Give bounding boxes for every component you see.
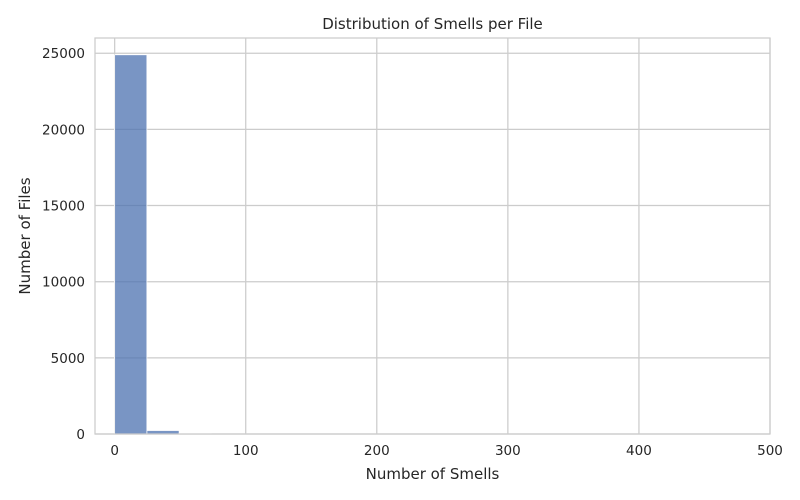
y-tick-label-3: 15000 (42, 199, 85, 215)
plot-frame (94, 37, 771, 435)
histogram-bar-0 (114, 54, 148, 435)
y-tick-label-0: 0 (76, 427, 85, 443)
y-tick-labels: 0 5000 10000 15000 20000 25000 (42, 46, 85, 443)
y-tick-label-4: 20000 (42, 122, 85, 138)
x-tick-label-1: 100 (233, 443, 259, 459)
y-tick-label-5: 25000 (42, 46, 85, 62)
y-axis-title: Number of Files (16, 177, 34, 294)
x-tick-label-5: 500 (757, 443, 783, 459)
x-tick-labels: 0 100 200 300 400 500 (110, 443, 783, 459)
x-tick-label-3: 300 (495, 443, 521, 459)
y-tick-label-2: 10000 (42, 275, 85, 291)
x-tick-label-0: 0 (110, 443, 119, 459)
x-axis-title: Number of Smells (366, 465, 500, 483)
plot-background (95, 38, 770, 434)
y-tick-label-1: 5000 (51, 351, 85, 367)
chart-title: Distribution of Smells per File (322, 15, 543, 33)
x-tick-label-2: 200 (364, 443, 390, 459)
x-tick-label-4: 400 (626, 443, 652, 459)
